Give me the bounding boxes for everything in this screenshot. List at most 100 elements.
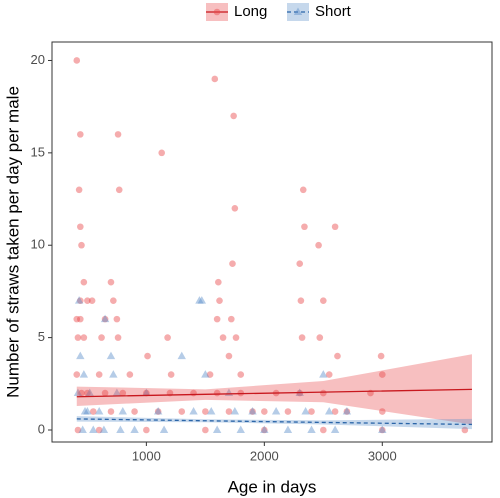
triangle-marker: [271, 407, 281, 415]
triangle-marker: [301, 407, 310, 415]
circle-marker: [211, 75, 219, 83]
circle-marker: [316, 334, 324, 341]
circle-marker: [325, 371, 333, 378]
circle-marker: [331, 408, 339, 415]
circle-marker: [301, 223, 308, 231]
circle-marker: [98, 334, 105, 341]
circle-marker: [119, 389, 127, 397]
circle-marker: [73, 57, 81, 64]
circle-marker: [154, 408, 162, 415]
circle-marker: [461, 426, 469, 434]
triangle-marker: [307, 425, 316, 433]
confidence-band: [76, 354, 472, 425]
circle-marker: [284, 408, 292, 415]
y-axis-label: Number of straws taken per day per male: [3, 86, 22, 398]
circle-marker: [158, 149, 166, 157]
circle-marker: [232, 334, 240, 341]
circle-marker: [228, 315, 235, 323]
triangle-marker: [319, 370, 328, 378]
x-tick-label: 2000: [250, 448, 279, 463]
triangle-marker: [236, 425, 245, 433]
triangle-marker: [248, 407, 257, 415]
circle-marker: [216, 297, 223, 304]
circle-marker: [225, 408, 233, 415]
circle-marker: [320, 389, 327, 397]
circle-marker: [107, 278, 115, 286]
circle-marker: [101, 315, 109, 323]
triangle-marker: [76, 351, 85, 360]
circle-marker: [74, 426, 82, 434]
circle-marker: [89, 408, 97, 415]
triangle-marker: [342, 407, 352, 415]
triangle-marker: [73, 388, 83, 397]
circle-marker: [315, 241, 322, 249]
y-tick-label: 20: [31, 52, 45, 67]
circle-marker: [378, 371, 386, 378]
circle-marker: [143, 389, 150, 397]
circle-marker: [334, 352, 341, 360]
y-tick-label: 10: [31, 237, 45, 252]
x-tick-label: 3000: [368, 448, 397, 463]
circle-marker: [202, 426, 209, 434]
triangle-marker: [109, 370, 118, 378]
triangle-marker: [99, 425, 109, 433]
triangle-marker: [118, 407, 127, 415]
triangle-marker: [74, 296, 84, 304]
triangle-marker: [94, 407, 104, 415]
triangle-marker: [83, 407, 92, 415]
triangle-marker: [89, 425, 98, 433]
circle-marker: [261, 426, 268, 434]
triangle-marker: [80, 407, 90, 415]
legend-label: Short: [315, 3, 352, 20]
circle-marker: [84, 389, 91, 397]
circle-marker: [231, 204, 239, 212]
circle-marker: [107, 408, 115, 415]
triangle-marker: [260, 425, 269, 433]
y-tick-label: 15: [31, 144, 45, 159]
fit-line: [76, 388, 472, 398]
triangle-marker: [85, 388, 94, 397]
legend-label: Long: [234, 3, 267, 20]
circle-marker: [297, 297, 305, 304]
circle-marker: [114, 334, 122, 341]
circle-marker: [77, 131, 84, 138]
triangle-marker: [189, 407, 198, 415]
circle-marker: [178, 408, 186, 415]
circle-marker: [229, 260, 236, 268]
triangle-marker: [207, 407, 216, 415]
x-tick-label: 1000: [132, 448, 161, 463]
confidence-band: [76, 416, 472, 430]
circle-marker: [202, 408, 209, 415]
circle-marker: [219, 334, 227, 341]
triangle-marker: [116, 425, 125, 433]
triangle-marker: [177, 351, 186, 360]
circle-marker: [298, 334, 306, 341]
circle-marker: [206, 371, 214, 378]
circle-marker: [378, 426, 386, 434]
triangle-marker: [283, 425, 293, 433]
triangle-marker: [197, 296, 207, 304]
circle-marker: [78, 389, 85, 397]
circle-marker: [115, 186, 123, 194]
circle-marker: [261, 408, 268, 415]
circle-marker: [73, 315, 81, 323]
circle-marker: [308, 408, 315, 415]
circle-marker: [164, 334, 171, 341]
triangle-marker: [293, 7, 303, 15]
x-axis-label: Age in days: [228, 477, 317, 496]
triangle-marker: [201, 370, 210, 378]
circle-marker: [80, 278, 88, 286]
circle-marker: [77, 297, 84, 304]
circle-marker: [343, 408, 351, 415]
triangle-marker: [78, 425, 87, 433]
circle-marker: [75, 186, 83, 194]
triangle-marker: [79, 370, 89, 378]
circle-marker: [296, 260, 304, 268]
circle-marker: [299, 186, 307, 194]
plot-area: [73, 57, 472, 434]
triangle-marker: [230, 407, 240, 415]
triangle-marker: [142, 388, 151, 397]
circle-marker: [131, 408, 138, 415]
circle-marker: [114, 131, 122, 138]
triangle-marker: [100, 314, 110, 323]
